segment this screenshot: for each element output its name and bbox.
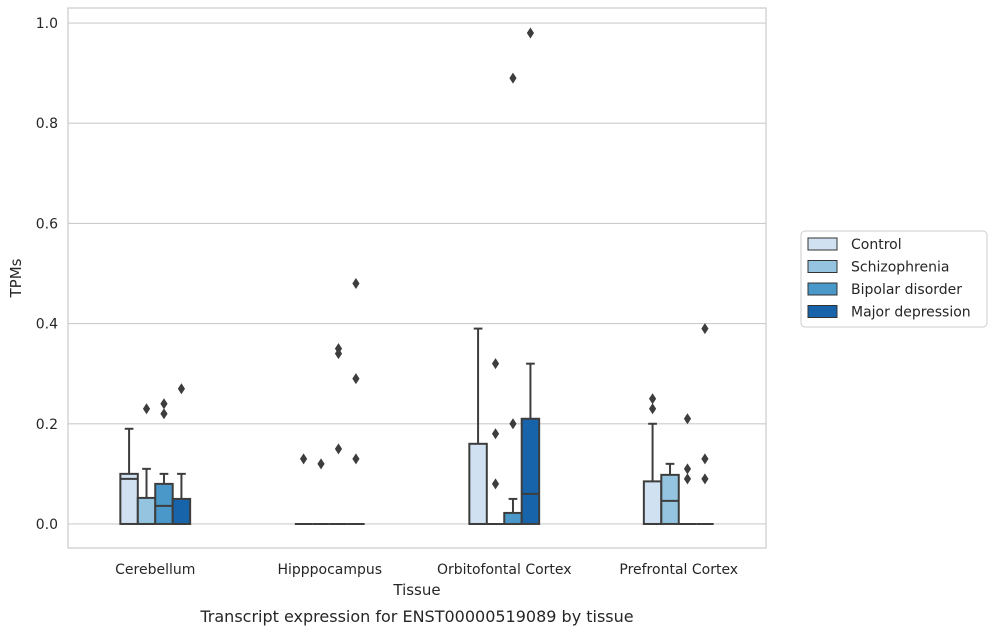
box-1-3 [347,278,365,525]
box-0-0 [119,427,139,525]
outlier-point [509,72,517,84]
box-rect [520,417,541,525]
x-tick-label: Cerebellum [115,562,195,578]
x-tick-label: Prefrontal Cortex [619,562,738,578]
legend-swatch [807,305,838,318]
y-axis-label: TPMs [7,258,25,298]
outlier-point [526,27,535,39]
outlier-point [334,443,343,455]
box-3-2 [678,413,697,525]
box-rect [468,442,488,525]
outlier-point [352,453,360,465]
box-1-2 [329,343,348,525]
legend-swatch [807,260,838,273]
outlier-point [683,413,692,425]
box-rect [154,482,174,525]
x-axis-label: Tissue [392,581,440,599]
x-tick-label: Hipppocampus [277,562,382,578]
x-tick-label: Orbitofontal Cortex [437,562,572,578]
box-2-2 [503,72,523,525]
y-tick-label: 0.6 [36,216,58,232]
outlier-point [177,383,186,395]
outlier-point [701,473,709,485]
outlier-point [334,343,343,355]
outlier-point [142,403,151,415]
legend-label: Major depression [851,305,971,321]
y-tick-label: 0.2 [36,417,58,433]
box-rect [171,497,192,525]
outlier-point [491,358,500,370]
outlier-point [491,428,500,440]
y-tick-label: 0.4 [36,317,58,333]
outlier-point [509,418,517,430]
plot-area [119,27,714,525]
box-2-1 [486,358,505,525]
box-0-2 [154,398,174,525]
outlier-point [352,373,360,385]
legend-label: Schizophrenia [851,260,949,276]
outlier-point [160,408,168,420]
box-0-3 [171,383,192,525]
y-tick-label: 0.0 [36,517,58,533]
box-0-1 [136,403,157,525]
legend-label: Bipolar disorder [851,282,962,298]
box-2-0 [468,327,488,525]
outlier-point [299,453,308,465]
box-rect [503,511,523,525]
outlier-point [317,458,325,470]
legend-swatch [807,237,838,251]
plot-frame [67,7,767,549]
chart-caption: Transcript expression for ENST0000051908… [199,607,633,626]
outlier-point [683,463,692,475]
outlier-point [683,473,692,485]
outlier-point [648,393,657,405]
grid-lines [68,22,766,525]
x-tick-labels: Cerebellum Hipppocampus Orbitofontal Corte… [115,562,738,578]
box-1-0 [294,453,313,525]
outlier-point [701,323,709,335]
legend-label: Control [851,237,902,253]
box-rect [660,473,680,525]
y-tick-label: 0.8 [36,116,58,132]
outlier-point [701,453,709,465]
y-tick-labels: 0.0 0.2 0.4 0.6 0.8 1.0 [36,16,58,533]
box-rect [642,480,663,525]
legend: Control Schizophrenia Bipolar disorder Majo… [800,230,988,328]
outlier-point [491,478,500,490]
legend-swatch [807,282,838,296]
outlier-point [352,278,360,290]
box-rect [136,496,157,525]
outlier-point [160,398,168,410]
box-3-3 [696,323,714,525]
box-rect [119,472,139,525]
box-3-0 [642,393,663,525]
y-tick-label: 1.0 [36,16,58,32]
box-3-1 [660,462,680,525]
box-2-3 [520,27,541,525]
legend-frame [800,230,988,328]
outlier-point [648,403,657,415]
box-1-1 [312,458,330,525]
